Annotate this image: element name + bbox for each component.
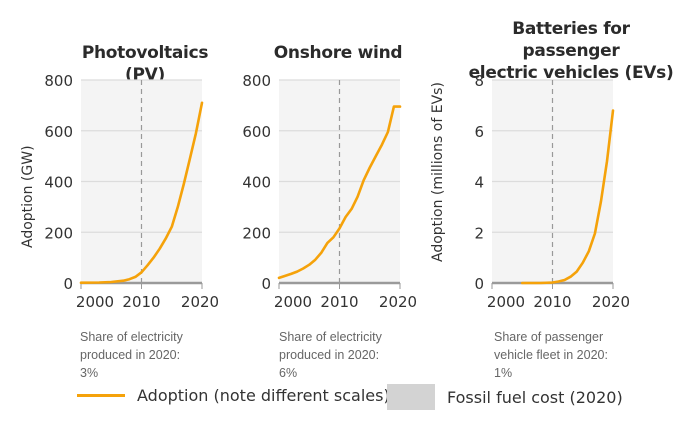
pv-ytick-label: 800 <box>44 72 73 90</box>
ev-title: Batteries for passenger electric vehicles… <box>466 18 676 84</box>
ev-ytick-label: 6 <box>474 123 484 141</box>
pv-xtick-label: 2020 <box>181 293 219 310</box>
ev-xtick-label: 2010 <box>533 293 571 310</box>
ev-chart: 0 2 4 6 8 2000 2010 2020 <box>474 72 630 310</box>
wind-ytick-label: 200 <box>242 224 271 242</box>
pv-xtick-label: 2010 <box>122 293 160 310</box>
ev-ytick-label: 8 <box>474 72 484 90</box>
wind-note: Share of electricity produced in 2020: 6… <box>279 330 382 380</box>
legend-label-fossil: Fossil fuel cost (2020) <box>447 387 623 407</box>
wind-chart: 0 200 400 600 800 2000 2010 2020 <box>242 72 417 310</box>
ev-xtick-label: 2000 <box>487 293 525 310</box>
ev-ytick-label: 4 <box>474 174 484 192</box>
pv-xtick-label: 2000 <box>76 293 114 310</box>
legend: Adoption (note different scales) Fossil … <box>0 384 680 414</box>
wind-xtick-label: 2000 <box>274 293 312 310</box>
wind-xtick-label: 2020 <box>379 293 417 310</box>
wind-title: Onshore wind <box>273 43 403 63</box>
legend-item-fossil: Fossil fuel cost (2020) <box>387 384 623 410</box>
ev-ytick-label: 0 <box>474 275 484 293</box>
legend-item-adoption: Adoption (note different scales) <box>77 386 390 405</box>
wind-ytick-label: 600 <box>242 123 271 141</box>
pv-ytick-label: 200 <box>44 224 73 242</box>
ev-title-text: Batteries for passenger electric vehicles… <box>466 18 676 84</box>
pv-ytick-label: 400 <box>44 174 73 192</box>
ev-title-line-2: electric vehicles (EVs) <box>468 63 674 83</box>
wind-ytick-label: 800 <box>242 72 271 90</box>
wind-ytick-label: 0 <box>261 275 271 293</box>
ev-title-line-1: Batteries for passenger <box>512 19 630 61</box>
pv-chart: 0 200 400 600 800 2000 2010 2020 <box>44 72 219 310</box>
pv-ytick-label: 600 <box>44 123 73 141</box>
pv-ytick-label: 0 <box>63 275 73 293</box>
legend-label-adoption: Adoption (note different scales) <box>137 386 390 405</box>
ev-xtick-label: 2020 <box>592 293 630 310</box>
wind-xtick-label: 2010 <box>320 293 358 310</box>
ev-ytick-label: 2 <box>474 224 484 242</box>
adoption-line-swatch <box>77 394 125 397</box>
ev-note: Share of passenger vehicle fleet in 2020… <box>494 330 608 380</box>
fossil-cost-swatch <box>387 384 435 410</box>
wind-adoption-line <box>277 105 402 280</box>
wind-ytick-label: 400 <box>242 174 271 192</box>
pv-adoption-line <box>79 101 204 285</box>
pv-note: Share of electricity produced in 2020: 3… <box>80 330 183 380</box>
ev-adoption-line <box>520 109 615 285</box>
